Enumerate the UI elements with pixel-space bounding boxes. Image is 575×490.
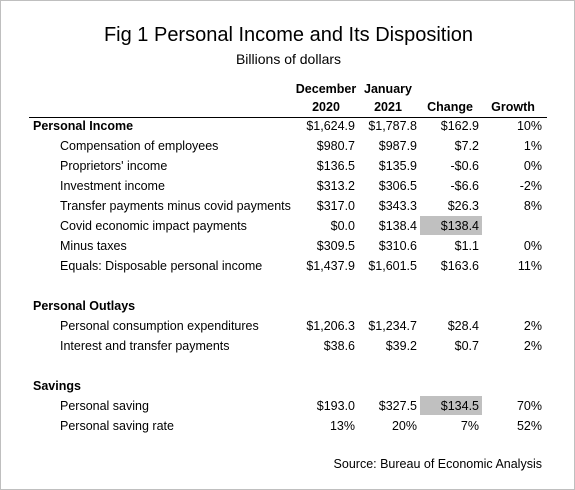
cell: $163.6: [440, 259, 479, 273]
cell: $1,234.7: [368, 319, 417, 333]
title: Fig 1 Personal Income and Its Dispositio…: [103, 24, 474, 46]
section-title: Savings: [33, 379, 81, 393]
cell: 8%: [523, 199, 542, 213]
row-label: Personal saving rate: [60, 419, 174, 433]
cell: $0.7: [454, 339, 479, 353]
source: Source: Bureau of Economic Analysis: [333, 457, 542, 471]
highlight: [420, 216, 482, 235]
cell: 1%: [523, 139, 542, 153]
cell: 10%: [516, 119, 542, 133]
cell: $162.9: [440, 119, 479, 133]
cell: 20%: [391, 419, 417, 433]
cell: $138.4: [440, 219, 479, 233]
column-header: Change: [427, 100, 473, 114]
cell: -$0.6: [450, 159, 480, 173]
cell: $313.2: [316, 179, 355, 193]
cell: $343.3: [378, 199, 417, 213]
column-header: December: [295, 82, 357, 96]
cell: $39.2: [385, 339, 417, 353]
cell: 0%: [523, 239, 542, 253]
column-header: January: [364, 82, 412, 96]
cell: $987.9: [378, 139, 417, 153]
cell: 7%: [460, 419, 479, 433]
column-header: Growth: [491, 100, 535, 114]
cell: 11%: [517, 259, 542, 273]
cell: $1.1: [454, 239, 479, 253]
cell: 52%: [516, 419, 542, 433]
row-label: Compensation of employees: [60, 139, 219, 153]
cell: $26.3: [447, 199, 479, 213]
cell: $7.2: [454, 139, 479, 153]
header-rule: [29, 117, 547, 118]
cell: 2%: [523, 319, 542, 333]
row-label: Equals: Disposable personal income: [60, 259, 263, 273]
row-label: Minus taxes: [60, 239, 127, 253]
cell: $1,624.9: [306, 119, 355, 133]
cell: $309.5: [316, 239, 355, 253]
section-title: Personal Outlays: [33, 299, 136, 313]
row-label: Proprietors' income: [60, 159, 168, 173]
cell: $327.5: [378, 399, 417, 413]
cell: $136.5: [316, 159, 355, 173]
highlight: [420, 396, 482, 415]
subtitle: Billions of dollars: [235, 51, 342, 67]
column-header: 2020: [312, 100, 340, 114]
cell: $1,206.3: [306, 319, 355, 333]
section-title: Personal Income: [33, 119, 134, 133]
cell: 13%: [329, 419, 355, 433]
cell: 0%: [523, 159, 542, 173]
cell: $134.5: [440, 399, 479, 413]
cell: $28.4: [447, 319, 479, 333]
row-label: Personal consumption expenditures: [60, 319, 259, 333]
row-label: Personal saving: [60, 399, 149, 413]
cell: -$6.6: [450, 179, 480, 193]
cell: $1,601.5: [368, 259, 417, 273]
row-label: Interest and transfer payments: [60, 339, 230, 353]
cell: $980.7: [316, 139, 355, 153]
cell: $138.4: [378, 219, 417, 233]
cell: -2%: [519, 179, 542, 193]
row-label: Covid economic impact payments: [60, 219, 247, 233]
cell: $317.0: [316, 199, 355, 213]
row-label: Investment income: [60, 179, 165, 193]
cell: $0.0: [330, 219, 355, 233]
cell: $1,437.9: [306, 259, 355, 273]
cell: $38.6: [323, 339, 355, 353]
cell: $1,787.8: [368, 119, 417, 133]
cell: $135.9: [378, 159, 417, 173]
cell: $193.0: [316, 399, 355, 413]
cell: 70%: [516, 399, 542, 413]
cell: 2%: [523, 339, 542, 353]
column-header: 2021: [374, 100, 402, 114]
cell: $306.5: [378, 179, 417, 193]
row-label: Transfer payments minus covid payments: [60, 199, 291, 213]
cell: $310.6: [378, 239, 417, 253]
